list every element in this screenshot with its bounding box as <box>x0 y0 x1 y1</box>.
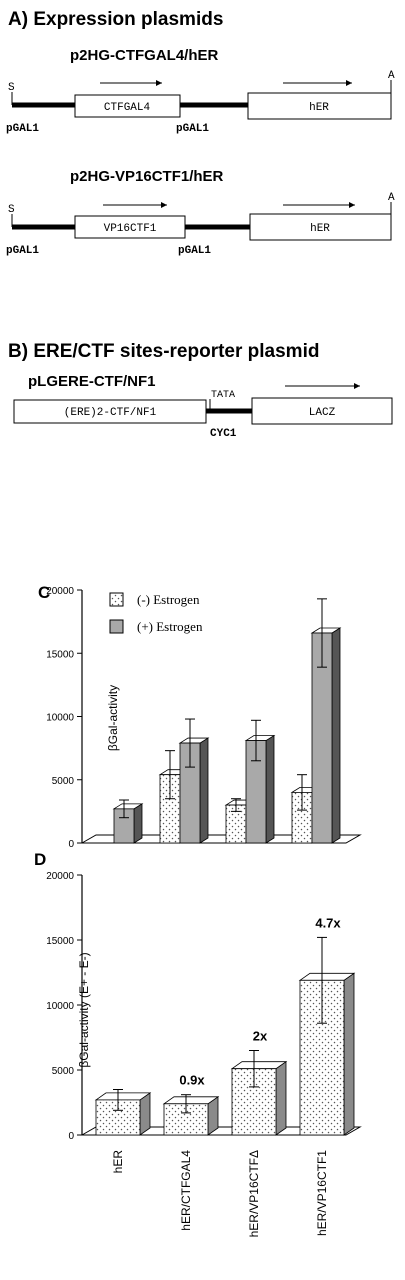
plasmid-2-gene-2-label: hER <box>310 223 330 235</box>
chart-d-category-label: hER/VP16CTF1 <box>315 1150 329 1236</box>
chart-d-fold-label: 4.7x <box>315 915 341 930</box>
plasmid-1-start-mark: S <box>8 82 15 94</box>
plasmid-1-promoter-1: pGAL1 <box>6 123 39 135</box>
chart-c-legend-swatch-2 <box>109 619 124 634</box>
plasmid-2-name: p2HG-VP16CTF1/hER <box>70 168 224 185</box>
chart-d-bar-side <box>275 1060 287 1136</box>
chart-d-ylabel: βGal-activity (E+ - E-) <box>77 952 91 1067</box>
plasmid-2-arrowhead-2 <box>349 202 355 208</box>
chart-d-category-label: hER/VP16CTFΔ <box>247 1150 261 1237</box>
chart-c-y-tick-label: 5000 <box>52 776 75 787</box>
chart-d-fold-label: 2x <box>253 1029 268 1044</box>
reporter-lacz-box <box>251 397 393 425</box>
chart-c-y-tick-label: 10000 <box>46 713 74 724</box>
chart-d-bar-top <box>298 972 356 981</box>
chart-d-y-tick-label: 15000 <box>46 936 74 947</box>
plasmid-2-end-mark: A <box>388 192 395 204</box>
chart-d: D βGal-activity (E+ - E-) 0 5000 10000 1500… <box>34 850 362 1237</box>
plasmid-1-map: p2HG-CTFGAL4/hER S CTFGAL4 hER A pGAL1 p… <box>6 47 395 135</box>
chart-c-panel-label: C <box>38 583 50 602</box>
chart-d-y-tick-label: 5000 <box>52 1066 75 1077</box>
chart-c-bar-side <box>265 734 275 844</box>
reporter-cyc-label: CYC1 <box>210 428 237 440</box>
chart-d-category-label: hER/CTFGAL4 <box>179 1150 193 1231</box>
chart-c-ylabel: βGal-activity <box>106 685 120 751</box>
reporter-plasmid-map: pLGERE-CTF/NF1 (ERE)2-CTF/NF1 TATA CYC1 … <box>13 373 393 440</box>
plasmid-1-promoter-2: pGAL1 <box>176 123 209 135</box>
plasmid-1-arrowhead-2 <box>346 80 352 86</box>
plasmid-2-gene-1-label: VP16CTF1 <box>104 223 157 235</box>
chart-d-y-tick-label: 20000 <box>46 871 74 882</box>
chart-c-y-tick-label: 20000 <box>46 586 74 597</box>
plasmid-2-map: p2HG-VP16CTF1/hER S VP16CTF1 hER A pGAL1… <box>6 168 395 257</box>
chart-c-legend-swatch-1 <box>109 592 124 607</box>
plasmid-1-name: p2HG-CTFGAL4/hER <box>70 47 218 64</box>
panel-a-heading: A) Expression plasmids <box>8 9 223 30</box>
chart-d-category-label: hER <box>111 1150 125 1174</box>
reporter-ere-label: (ERE)2-CTF/NF1 <box>64 407 157 419</box>
reporter-arrowhead <box>354 383 360 389</box>
plasmid-1-gene-box-2 <box>247 92 392 120</box>
chart-d-bar-top <box>230 1061 288 1070</box>
chart-c-bar-side <box>199 737 209 844</box>
reporter-lacz-label: LACZ <box>309 407 336 419</box>
chart-d-y-tick-label: 10000 <box>46 1001 74 1012</box>
chart-c-bar-side <box>133 803 143 844</box>
plasmid-2-arrowhead-1 <box>161 202 167 208</box>
chart-c-bar-side <box>331 627 341 844</box>
plasmid-1-gene-1-label: CTFGAL4 <box>104 102 151 114</box>
plasmid-1-arrowhead-1 <box>156 80 162 86</box>
chart-c-y-tick-label: 15000 <box>46 649 74 660</box>
plasmid-2-start-mark: S <box>8 204 15 216</box>
chart-c-legend: (-) Estrogen (+) Estrogen <box>109 592 203 634</box>
plasmid-1-end-mark: A <box>388 70 395 82</box>
plasmid-2-promoter-2: pGAL1 <box>178 245 211 257</box>
chart-d-bar-top <box>162 1096 220 1105</box>
plasmid-1-gene-2-label: hER <box>309 102 329 114</box>
chart-c-y-tick-label: 0 <box>68 839 74 850</box>
chart-d-y-tick-label: 0 <box>68 1131 74 1142</box>
chart-d-fold-label: 0.9x <box>179 1073 205 1088</box>
panel-b-heading: B) ERE/CTF sites-reporter plasmid <box>8 341 319 362</box>
reporter-plasmid-name: pLGERE-CTF/NF1 <box>28 373 156 390</box>
reporter-tata-label: TATA <box>211 390 235 401</box>
plasmid-2-promoter-1: pGAL1 <box>6 245 39 257</box>
chart-c: C βGal-activity (-) Estrogen (+) Estroge… <box>38 583 362 850</box>
chart-c-legend-label-1: (-) Estrogen <box>137 592 200 607</box>
chart-d-bar-top <box>94 1092 152 1101</box>
chart-d-panel-label: D <box>34 850 46 869</box>
chart-d-bar-side <box>343 972 355 1136</box>
chart-c-legend-label-2: (+) Estrogen <box>137 619 203 634</box>
